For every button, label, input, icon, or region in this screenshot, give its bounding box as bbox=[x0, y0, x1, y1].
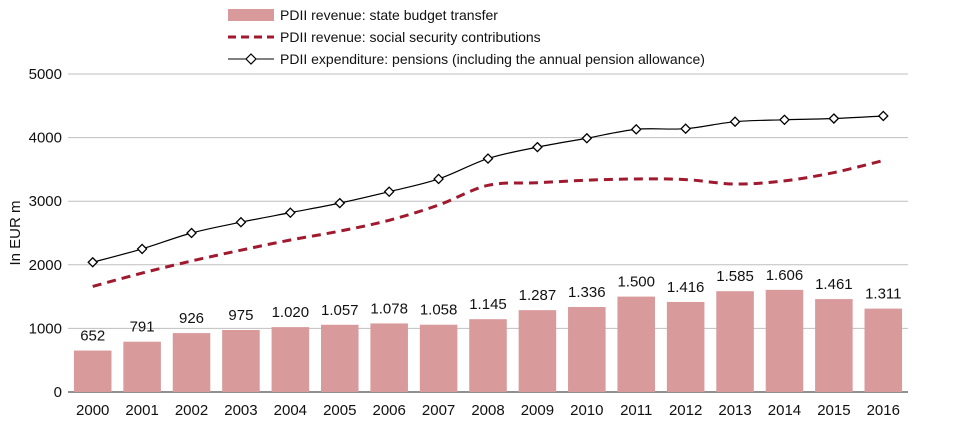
pension-marker bbox=[87, 256, 99, 268]
y-tick-label: 3000 bbox=[29, 193, 62, 210]
legend-swatch-bar bbox=[228, 8, 274, 22]
legend-swatch-dashed bbox=[228, 30, 274, 44]
bar-data-label: 1.336 bbox=[568, 284, 606, 301]
x-tick-label: 2015 bbox=[817, 402, 850, 419]
bar bbox=[172, 333, 211, 392]
legend-label-pensions: PDII expenditure: pensions (including th… bbox=[280, 51, 705, 67]
bar-data-label: 1.287 bbox=[519, 287, 557, 304]
pension-marker bbox=[186, 227, 197, 239]
pension-marker bbox=[482, 153, 494, 165]
bar-data-label: 1.145 bbox=[469, 296, 507, 313]
bar bbox=[320, 324, 359, 392]
bar bbox=[617, 296, 656, 392]
x-tick-label: 2013 bbox=[718, 402, 751, 419]
legend-item-state-budget: PDII revenue: state budget transfer bbox=[228, 4, 705, 26]
legend-item-contributions: PDII revenue: social security contributi… bbox=[228, 26, 705, 48]
pension-marker bbox=[235, 216, 247, 228]
pension-marker bbox=[828, 113, 840, 124]
legend-label-contributions: PDII revenue: social security contributi… bbox=[280, 29, 541, 45]
pension-marker bbox=[630, 123, 642, 135]
bar bbox=[73, 350, 112, 392]
y-tick-label: 0 bbox=[54, 384, 62, 401]
pension-marker bbox=[383, 186, 395, 198]
x-tick-label: 2007 bbox=[422, 402, 455, 419]
bar bbox=[568, 307, 606, 392]
x-tick-label: 2008 bbox=[471, 402, 504, 419]
x-tick-label: 2011 bbox=[620, 402, 652, 419]
x-tick-label: 2000 bbox=[76, 402, 109, 419]
x-tick-label: 2014 bbox=[768, 402, 801, 419]
x-tick-label: 2005 bbox=[323, 402, 356, 419]
bar-data-label: 1.500 bbox=[617, 274, 655, 291]
pension-marker bbox=[581, 132, 593, 144]
bar-data-label: 926 bbox=[179, 310, 204, 327]
bar-data-label: 1.606 bbox=[766, 267, 804, 284]
x-tick-label: 2003 bbox=[224, 402, 257, 419]
bar-data-label: 1.416 bbox=[667, 279, 705, 296]
bar bbox=[469, 319, 507, 392]
bar bbox=[518, 310, 557, 392]
bar-data-label: 1.311 bbox=[865, 286, 901, 303]
bar-data-label: 975 bbox=[228, 307, 253, 324]
x-tick-label: 2001 bbox=[125, 402, 158, 419]
bar-data-label: 1.461 bbox=[815, 276, 853, 293]
bar-data-label: 652 bbox=[80, 328, 105, 345]
pension-marker bbox=[136, 243, 148, 255]
y-axis-title: In EUR m bbox=[7, 200, 24, 265]
x-tick-label: 2009 bbox=[521, 402, 554, 419]
bar bbox=[271, 327, 310, 392]
bar bbox=[370, 323, 408, 392]
legend-label-state-budget: PDII revenue: state budget transfer bbox=[280, 7, 498, 23]
bar bbox=[864, 308, 903, 392]
pension-marker bbox=[877, 110, 889, 122]
pension-marker bbox=[334, 197, 346, 209]
pension-marker bbox=[680, 123, 692, 135]
pension-marker bbox=[433, 173, 445, 185]
bar-data-label: 1.078 bbox=[370, 300, 408, 317]
y-tick-label: 2000 bbox=[29, 257, 62, 274]
pension-marker bbox=[531, 141, 543, 153]
x-tick-label: 2016 bbox=[867, 402, 900, 419]
x-tick-label: 2004 bbox=[274, 402, 307, 419]
x-tick-label: 2002 bbox=[175, 402, 208, 419]
pension-marker bbox=[284, 207, 296, 219]
legend: PDII revenue: state budget transfer PDII… bbox=[228, 4, 705, 70]
bar-data-label: 1.057 bbox=[321, 302, 359, 319]
x-tick-label: 2010 bbox=[570, 402, 603, 419]
x-tick-label: 2012 bbox=[669, 402, 702, 419]
bar-data-label: 1.585 bbox=[716, 268, 754, 285]
bar-data-label: 791 bbox=[130, 319, 155, 336]
legend-item-pensions: PDII expenditure: pensions (including th… bbox=[228, 48, 705, 70]
bar bbox=[666, 301, 705, 392]
bar-data-label: 1.020 bbox=[272, 304, 310, 321]
series-line-contributions bbox=[92, 159, 884, 288]
pension-marker bbox=[779, 114, 790, 126]
bar bbox=[765, 289, 804, 392]
pension-marker bbox=[729, 116, 741, 128]
bar bbox=[419, 324, 458, 392]
bar bbox=[123, 341, 161, 392]
bar-data-label: 1.058 bbox=[420, 302, 458, 319]
bar bbox=[815, 299, 853, 392]
y-tick-label: 1000 bbox=[29, 320, 62, 337]
bar bbox=[716, 291, 754, 392]
y-tick-label: 5000 bbox=[29, 66, 62, 83]
x-tick-label: 2006 bbox=[372, 402, 405, 419]
legend-swatch-diamond-line bbox=[228, 52, 274, 66]
bar bbox=[222, 329, 260, 392]
y-tick-label: 4000 bbox=[29, 130, 62, 147]
